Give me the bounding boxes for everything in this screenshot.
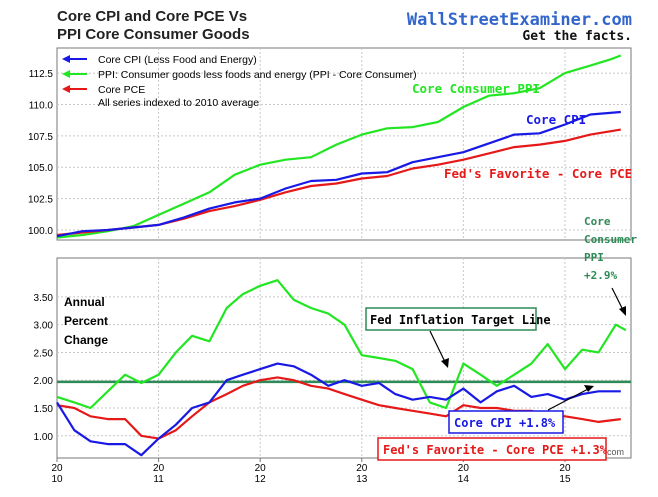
y-tick-label: 1.00	[34, 432, 54, 443]
x-tick-label: 20	[153, 463, 165, 474]
legend-arrow-core-pce	[62, 85, 87, 93]
x-tick-label: 12	[255, 474, 267, 485]
legend-note: All series indexed to 2010 average	[98, 97, 259, 109]
y-tick-label: 105.0	[28, 163, 53, 174]
y-tick-label: 3.50	[34, 293, 54, 304]
core-pce-value-box	[377, 437, 607, 461]
target-box-arrowhead	[441, 358, 449, 368]
annual-label-line1: Annual	[64, 295, 105, 309]
x-tick-label: 20	[458, 463, 470, 474]
brand-logo-text: WallStreetExaminer.com	[406, 10, 632, 30]
bottom-series-core-cpi	[56, 362, 621, 457]
annotation-core-cpi: Core CPI	[526, 112, 586, 127]
x-tick-label: 11	[153, 474, 164, 485]
brand-tagline: Get the facts.	[522, 29, 632, 44]
target-box	[365, 307, 537, 331]
bottom-grid	[57, 258, 631, 458]
footer-fragment: com	[607, 447, 624, 457]
y-tick-label: 107.5	[28, 132, 53, 143]
annual-label-line3: Change	[64, 333, 108, 347]
y-tick-label: 2.00	[34, 376, 54, 387]
core-cpi-value-box	[448, 410, 564, 434]
annotation-right-ppi-arrowhead	[619, 306, 626, 316]
y-tick-label: 1.50	[34, 404, 54, 415]
y-tick-label: 3.00	[34, 321, 54, 332]
x-tick-label: 20	[356, 463, 368, 474]
y-tick-label: 112.5	[29, 69, 54, 80]
y-tick-label: 2.50	[34, 348, 54, 359]
x-tick-label: 15	[559, 474, 571, 485]
bottom-panel-frame	[56, 257, 632, 459]
top-panel-frame	[56, 47, 632, 241]
top-series-core-pce	[56, 128, 621, 237]
annotation-core-consumer-ppi: Core Consumer PPI	[412, 81, 540, 96]
annotation-right-ppi-line3: PPI	[584, 251, 604, 264]
top-series-ppi-core	[56, 54, 622, 239]
legend-label-ppi: PPI: Consumer goods less foods and energ…	[98, 69, 417, 81]
top-grid	[57, 48, 631, 240]
annotation-right-ppi-line1: Core	[584, 215, 611, 228]
chart-title-line2: PPI Core Consumer Goods	[57, 26, 250, 43]
legend-arrow-ppi	[62, 70, 87, 78]
y-tick-label: 102.5	[28, 195, 53, 206]
annotation-right-ppi-line2: Consumer	[584, 233, 637, 246]
bottom-y-ticks: 1.00 1.50 2.00 2.50 3.00 3.50	[34, 293, 54, 443]
legend: Core CPI (Less Food and Energy) PPI: Con…	[62, 54, 417, 109]
chart-title-line1: Core CPI and Core PCE Vs	[57, 8, 248, 25]
x-tick-label: 14	[458, 474, 470, 485]
annotation-target-line: Fed Inflation Target Line	[370, 313, 551, 327]
legend-arrow-core-cpi	[62, 55, 87, 63]
x-tick-label: 10	[51, 474, 63, 485]
bottom-series-ppi-core	[56, 279, 627, 410]
annotation-right-ppi-line4: +2.9%	[584, 269, 617, 282]
core-cpi-box-arrowhead	[584, 385, 594, 392]
y-tick-label: 110.0	[29, 100, 54, 111]
x-tick-label: 20	[559, 463, 571, 474]
target-box-arrow	[429, 330, 447, 365]
annotation-core-pce-value: Fed's Favorite - Core PCE +1.3%	[383, 443, 608, 457]
top-y-ticks: 100.0 102.5 105.0 107.5 110.0 112.5	[28, 69, 53, 237]
legend-label-core-cpi: Core CPI (Less Food and Energy)	[98, 54, 257, 66]
x-tick-label: 13	[356, 474, 368, 485]
core-cpi-box-arrow	[547, 387, 591, 411]
annotation-core-cpi-value: Core CPI +1.8%	[454, 416, 556, 430]
annotation-core-pce: Fed's Favorite - Core PCE	[444, 166, 632, 181]
annual-label-line2: Percent	[64, 314, 108, 328]
legend-label-core-pce: Core PCE	[98, 84, 145, 96]
x-tick-label: 20	[51, 463, 63, 474]
y-tick-label: 100.0	[28, 226, 53, 237]
x-tick-label: 20	[255, 463, 267, 474]
top-series-core-cpi	[56, 110, 621, 238]
